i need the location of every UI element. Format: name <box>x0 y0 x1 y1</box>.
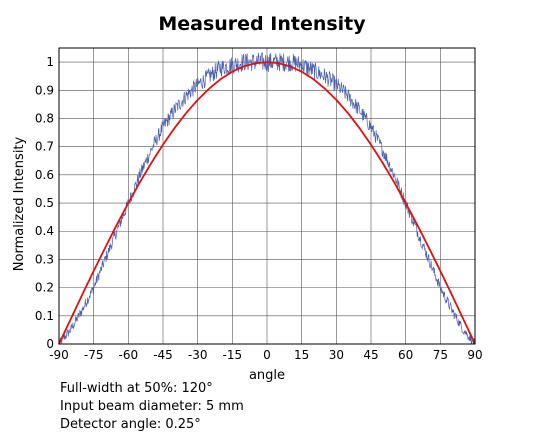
x-tick-label: -90 <box>49 348 69 362</box>
x-tick-label: 15 <box>294 348 309 362</box>
y-ticks: 0 0.1 0.2 0.3 0.4 0.5 0.6 0.7 0.8 0.9 1 <box>35 55 54 351</box>
x-tick-label: -45 <box>153 348 173 362</box>
x-tick-label: -30 <box>188 348 208 362</box>
x-tick-label: 0 <box>263 348 271 362</box>
x-tick-label: 90 <box>467 348 482 362</box>
y-tick-label: 0.7 <box>35 140 54 154</box>
y-tick-label: 0.5 <box>35 196 54 210</box>
x-tick-label: 30 <box>329 348 344 362</box>
y-tick-label: 0.4 <box>35 224 54 238</box>
x-ticks: -90 -75 -60 -45 -30 -15 0 15 30 45 60 75 90 <box>49 348 482 362</box>
x-tick-label: 60 <box>398 348 413 362</box>
x-axis-label: angle <box>249 368 285 383</box>
y-tick-label: 0.8 <box>35 111 54 125</box>
x-tick-label: -15 <box>223 348 243 362</box>
note-beam-diameter: Input beam diameter: 5 mm <box>60 399 244 414</box>
x-tick-label: 45 <box>363 348 378 362</box>
note-full-width: Full-width at 50%: 120° <box>60 381 213 396</box>
grid <box>58 48 476 345</box>
y-tick-label: 0 <box>46 337 54 351</box>
series-layer <box>58 52 476 346</box>
y-tick-label: 0.6 <box>35 168 54 182</box>
chart-title: Measured Intensity <box>158 13 366 35</box>
series-line-1 <box>58 61 476 345</box>
y-tick-label: 0.2 <box>35 281 54 295</box>
y-tick-label: 0.3 <box>35 252 54 266</box>
y-tick-label: 0.9 <box>35 83 54 97</box>
plot-frame <box>58 47 476 345</box>
y-tick-label: 0.1 <box>35 309 54 323</box>
y-axis-label: Normalized Intensity <box>12 136 27 271</box>
x-tick-label: 75 <box>433 348 448 362</box>
note-detector-angle: Detector angle: 0.25° <box>60 417 201 432</box>
y-tick-label: 1 <box>46 55 54 69</box>
x-tick-label: -60 <box>119 348 139 362</box>
x-tick-label: -75 <box>84 348 104 362</box>
